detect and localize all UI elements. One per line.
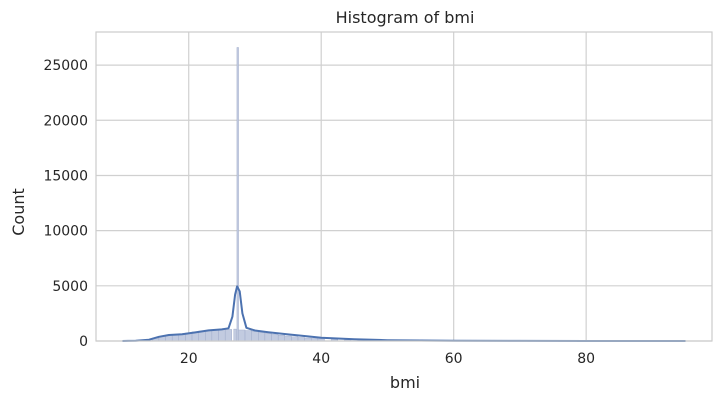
histogram-bar — [264, 333, 272, 342]
histogram-bars — [118, 47, 690, 342]
y-tick-label: 10000 — [43, 224, 88, 240]
y-axis-label: Count — [9, 188, 28, 236]
grid — [96, 32, 712, 342]
x-tick-label: 80 — [577, 351, 595, 367]
histogram-bar — [224, 329, 232, 342]
histogram-bar — [251, 331, 259, 342]
histogram-bar — [205, 330, 213, 342]
histogram-bar — [211, 329, 219, 342]
histogram-bar — [233, 328, 237, 342]
chart-title: Histogram of bmi — [336, 8, 475, 27]
y-tick-label: 20000 — [43, 113, 88, 129]
plot-border — [95, 31, 713, 342]
y-tick-label: 5000 — [52, 279, 88, 295]
kde-line — [122, 285, 686, 342]
histogram-bar — [277, 335, 285, 342]
y-tick-label: 25000 — [43, 58, 88, 74]
x-axis-label: bmi — [390, 373, 420, 392]
axes-frame — [95, 31, 713, 342]
histogram-bar — [238, 329, 246, 342]
histogram-bar — [244, 330, 252, 342]
x-tick-label: 60 — [445, 351, 463, 367]
y-tick-label: 15000 — [43, 168, 88, 184]
histogram-bar — [218, 329, 226, 342]
histogram-bar — [258, 332, 266, 342]
x-tick-label: 20 — [180, 351, 198, 367]
kde-curve — [122, 285, 686, 342]
x-tick-label: 40 — [312, 351, 330, 367]
histogram-bar — [236, 47, 239, 342]
histogram-bar — [284, 335, 292, 342]
y-axis-ticks: 0 5000 10000 15000 20000 25000 — [43, 58, 88, 350]
y-tick-label: 0 — [79, 334, 88, 350]
histogram-bar — [291, 336, 299, 342]
x-axis-ticks: 20 40 60 80 — [180, 351, 595, 367]
histogram-bar — [271, 334, 279, 342]
